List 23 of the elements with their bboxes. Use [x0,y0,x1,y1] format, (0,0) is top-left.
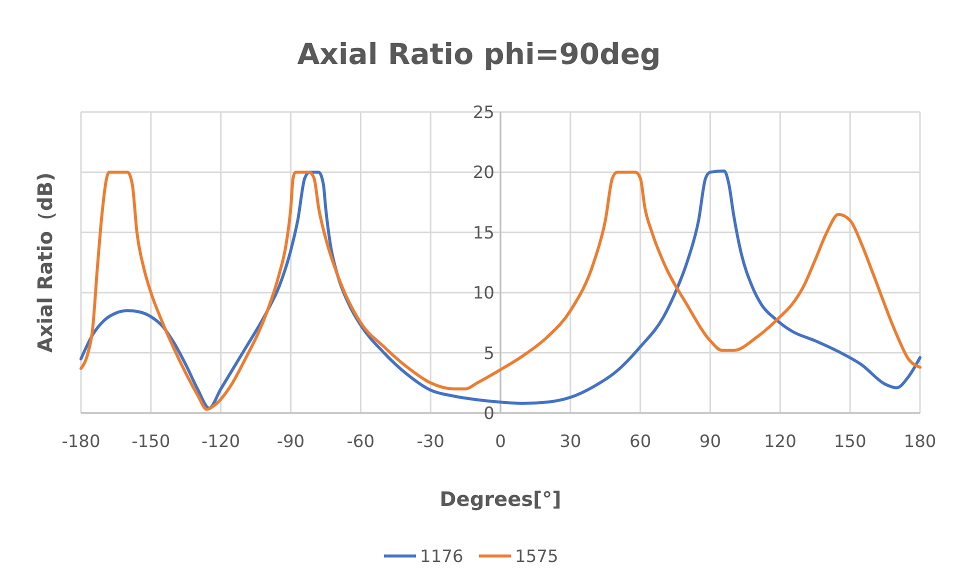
x-axis-title: Degrees[°] [440,487,562,511]
x-tick-label: 150 [834,432,866,452]
x-tick-label: -150 [132,432,170,452]
x-tick-label: -60 [346,432,375,452]
x-tick-label: -30 [416,432,444,452]
y-axis-title: Axial Ratio（dB) [33,172,57,353]
x-tick-label: -180 [62,432,100,452]
chart-title: Axial Ratio phi=90deg [297,37,661,71]
legend-label: 1176 [420,546,464,567]
y-tick-label: 15 [472,223,494,244]
legend-label: 1575 [515,546,558,567]
y-tick-label: 25 [472,102,494,123]
x-tick-label: -90 [276,432,305,452]
y-tick-label: 20 [472,163,494,184]
y-tick-label: 0 [484,404,494,424]
y-tick-label: 10 [472,284,494,304]
x-tick-label: 30 [560,432,582,452]
x-tick-label: -120 [202,432,240,452]
x-tick-label: 90 [699,432,722,452]
x-tick-label: 60 [630,432,652,452]
y-tick-label: 5 [484,344,494,364]
x-tick-label: 180 [904,432,936,452]
x-tick-label: 120 [764,432,796,452]
